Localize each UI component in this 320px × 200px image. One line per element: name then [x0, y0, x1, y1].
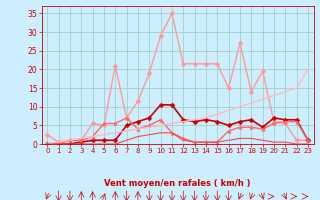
X-axis label: Vent moyen/en rafales ( km/h ): Vent moyen/en rafales ( km/h ): [104, 179, 251, 188]
